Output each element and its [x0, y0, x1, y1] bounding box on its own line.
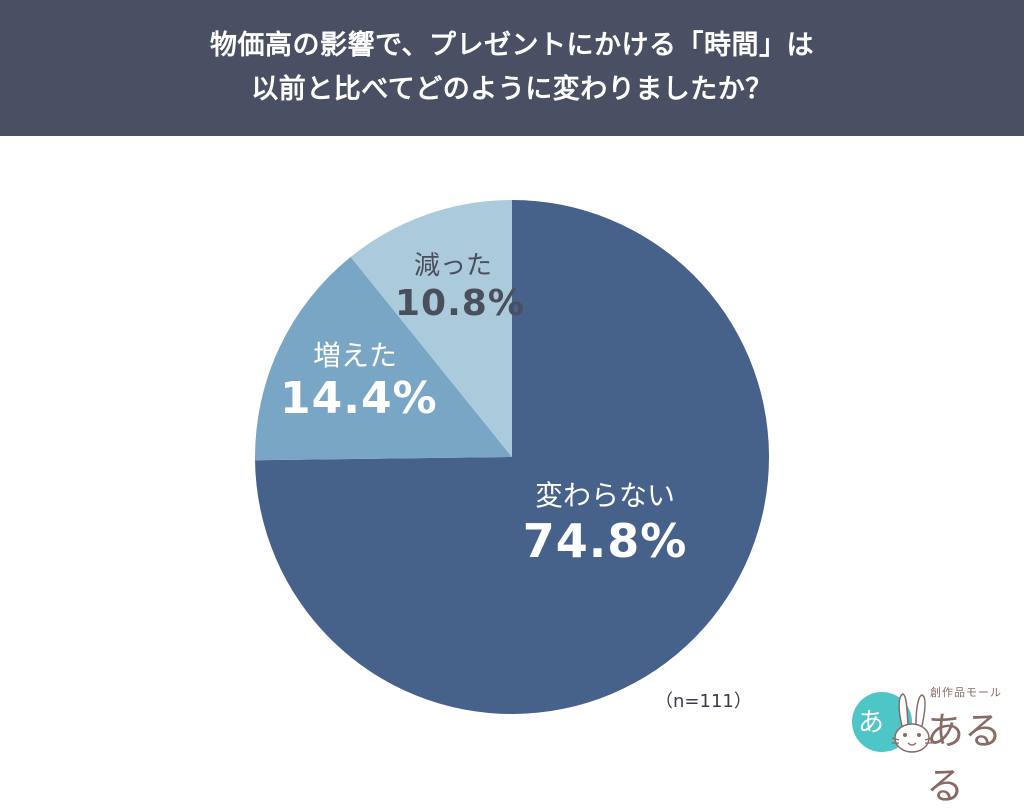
- label-increased-name: 増えた: [312, 339, 397, 372]
- label-no-change-name: 変わらない: [534, 479, 675, 512]
- chart-title-banner: 物価高の影響で、プレゼントにかける「時間」は 以前と比べてどのように変わりました…: [0, 0, 1024, 136]
- pie-chart-area: 変わらない 74.8% 増えた 14.4% 減った 10.8% （n=111）: [0, 136, 1024, 768]
- brand-logo: あ 創作品モール あるる: [852, 684, 1024, 808]
- pie-chart: [254, 200, 769, 714]
- logo-subtitle: 創作品モール: [930, 686, 1002, 699]
- label-decreased-name: 減った: [413, 251, 492, 281]
- chart-title-line-2: 以前と比べてどのように変わりましたか？: [251, 74, 773, 105]
- logo-name: あるる: [926, 709, 1003, 808]
- label-increased: 増えた 14.4%: [280, 339, 438, 425]
- slice-increased: [254, 256, 512, 461]
- sample-size: （n=111）: [655, 691, 752, 712]
- rabbit-icon: [891, 693, 933, 753]
- chart-title-line-1: 物価高の影響で、プレゼントにかける「時間」は: [210, 30, 814, 61]
- slice-decreased: [350, 200, 512, 457]
- logo-badge-char: あ: [858, 708, 885, 738]
- label-no-change-value: 74.8%: [522, 514, 688, 568]
- label-no-change: 変わらない 74.8%: [520, 479, 690, 569]
- label-decreased-value: 10.8%: [395, 283, 525, 324]
- label-increased-value: 14.4%: [280, 373, 438, 424]
- label-decreased: 減った 10.8%: [395, 250, 525, 326]
- slice-no-change: [255, 200, 769, 714]
